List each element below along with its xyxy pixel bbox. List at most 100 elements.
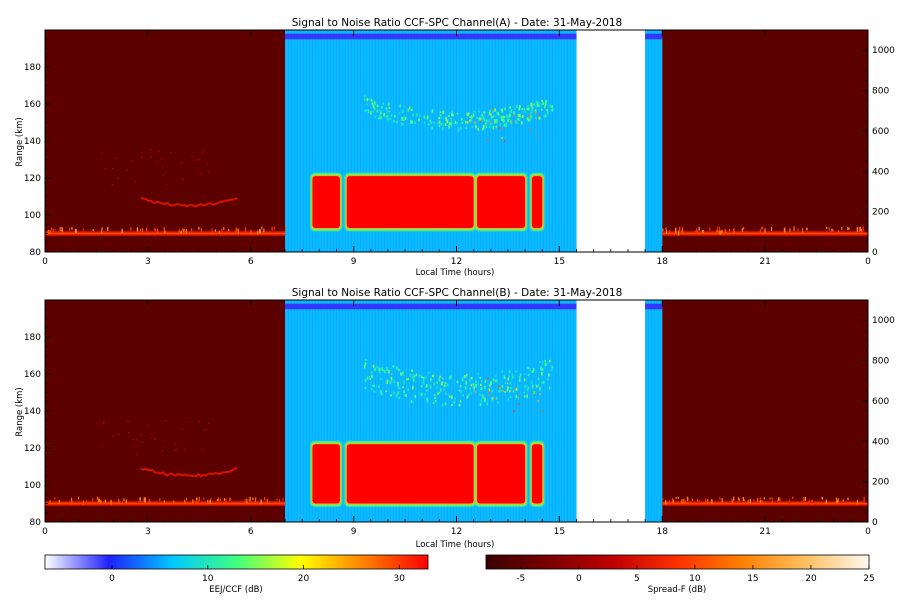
- echo-150km-point: [517, 113, 520, 117]
- e-layer-speck: [789, 228, 791, 233]
- echo-150km-point: [539, 360, 541, 363]
- echo-150km-point: [434, 399, 437, 403]
- echo-150km-point: [402, 110, 404, 114]
- echo-150km-point: [538, 116, 541, 119]
- e-layer-speck: [778, 497, 780, 501]
- echo-150km-point: [416, 113, 418, 117]
- e-layer-speck: [178, 229, 180, 233]
- echo-150km-point: [515, 370, 517, 373]
- echo-150km-point: [410, 108, 413, 112]
- e-layer-speck: [701, 230, 704, 233]
- colorbar-eej-ccf-ramp: [44, 554, 429, 570]
- echo-150km-point: [456, 121, 459, 125]
- echo-150km-point: [420, 385, 423, 388]
- echo-150km-point: [494, 108, 496, 112]
- e-layer-speck: [804, 496, 807, 501]
- valley-layer-trace: [140, 466, 238, 478]
- echo-150km-point: [414, 121, 416, 125]
- e-layer-speck: [808, 499, 810, 505]
- echo-150km-point: [506, 389, 509, 392]
- echo-150km-point: [540, 381, 543, 384]
- e-layer-speck: [784, 227, 786, 230]
- e-layer-speck: [681, 499, 683, 504]
- panel-b-plot: [45, 300, 868, 522]
- e-layer-speck: [837, 498, 839, 501]
- echo-150km-point: [370, 99, 373, 102]
- valley-speck: [133, 444, 135, 447]
- echo-150km-point: [393, 391, 395, 395]
- e-layer-speck: [831, 228, 833, 232]
- echo-150km-point: [472, 113, 475, 117]
- y-tick-label: 180: [24, 333, 41, 343]
- echo-150km-point: [485, 125, 488, 128]
- e-layer-speck: [777, 498, 779, 502]
- echo-150km-point: [388, 110, 390, 113]
- echo-150km-point: [396, 384, 399, 387]
- echo-150km-strong: [493, 397, 496, 400]
- x-tick-label: 0: [865, 257, 871, 267]
- echo-150km-point: [439, 388, 442, 392]
- echo-150km-point: [482, 396, 485, 399]
- e-layer-speck: [675, 227, 677, 233]
- echo-150km-point: [451, 110, 454, 114]
- e-layer-speck: [803, 497, 805, 502]
- echo-150km-point: [443, 384, 446, 387]
- top-band: [645, 303, 663, 310]
- echo-150km-point: [420, 392, 423, 396]
- e-layer-speck: [210, 497, 212, 501]
- echo-150km-point: [363, 98, 366, 101]
- e-layer-speck: [762, 226, 764, 230]
- e-layer-speck: [702, 229, 705, 235]
- e-layer-speck: [698, 226, 700, 231]
- echo-150km-point: [370, 111, 372, 115]
- e-layer-speck: [747, 499, 749, 505]
- echo-150km-point: [398, 112, 401, 115]
- echo-150km-point: [500, 119, 503, 121]
- e-layer-speck: [825, 499, 827, 504]
- eej-echo-core: [312, 444, 340, 504]
- valley-speck: [103, 421, 105, 423]
- echo-150km-point: [533, 103, 536, 107]
- echo-150km-point: [521, 115, 524, 118]
- echo-150km-point: [398, 386, 400, 390]
- e-layer-speck: [271, 226, 273, 232]
- valley-speck: [102, 422, 105, 425]
- echo-150km-point: [521, 108, 524, 110]
- x-tick-label: 21: [759, 527, 770, 537]
- echo-150km-point: [462, 376, 464, 380]
- e-layer-speck: [190, 228, 193, 233]
- e-layer-speck: [118, 499, 120, 505]
- echo-150km-point: [482, 125, 485, 129]
- echo-150km-point: [386, 115, 389, 119]
- echo-150km-point: [401, 118, 403, 121]
- echo-150km-point: [544, 102, 547, 106]
- echo-150km-point: [485, 119, 488, 122]
- panel-b-ylabel: Range (km): [15, 387, 25, 436]
- valley-speck: [150, 155, 152, 158]
- echo-150km-point: [477, 372, 479, 375]
- e-layer-speck: [246, 498, 248, 504]
- echo-150km-point: [469, 119, 472, 122]
- echo-150km-point: [530, 103, 533, 107]
- echo-150km-point: [468, 393, 470, 396]
- echo-150km-point: [527, 386, 530, 390]
- echo-150km-point: [503, 116, 506, 119]
- e-layer-speck: [74, 228, 77, 233]
- echo-150km-point: [546, 109, 548, 111]
- top-band: [285, 303, 577, 310]
- echo-150km-point: [551, 366, 554, 369]
- echo-150km-point: [402, 116, 405, 120]
- echo-150km-strong: [501, 137, 503, 139]
- echo-150km-point: [494, 121, 496, 124]
- valley-speck: [163, 440, 165, 443]
- echo-150km-point: [515, 388, 518, 391]
- echo-150km-point: [507, 114, 509, 117]
- echo-150km-point: [531, 384, 534, 389]
- x-tick-label: 15: [554, 527, 565, 537]
- e-layer-speck: [183, 228, 185, 232]
- e-layer-speck: [763, 497, 765, 500]
- echo-150km-point: [517, 384, 519, 388]
- echo-150km-point: [424, 376, 427, 379]
- echo-150km-point: [392, 365, 395, 368]
- echo-150km-point: [527, 104, 529, 108]
